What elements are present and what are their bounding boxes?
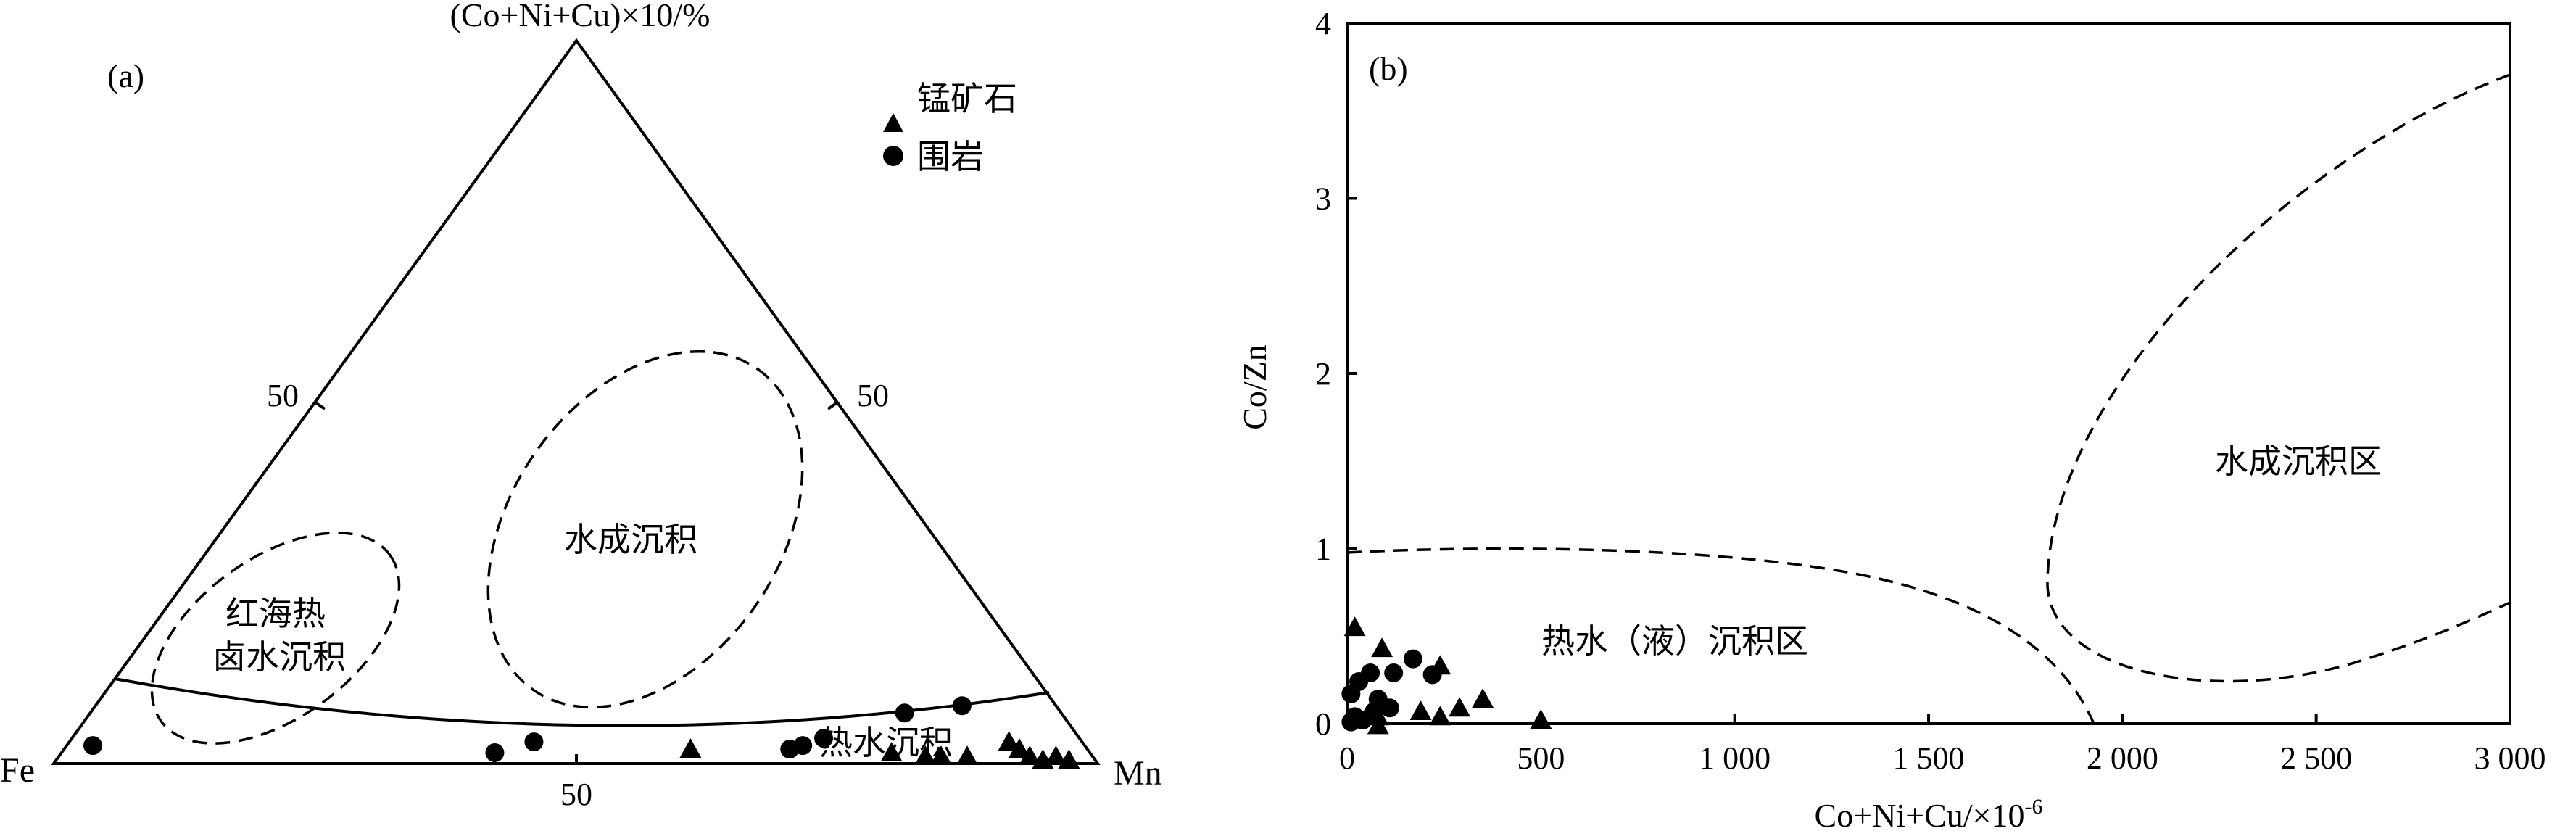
wall-rock-point: [1403, 649, 1422, 669]
legend-label-mn-ore: 锰矿石: [917, 80, 1017, 117]
mn-ore-point: [1367, 714, 1389, 735]
mn-ore-point: [1371, 637, 1393, 658]
legend-label-wall-rock: 围岩: [917, 138, 984, 175]
wall-rock-point: [895, 703, 914, 723]
wall-rock-point: [485, 743, 505, 763]
x-tick-label: 1 000: [1699, 740, 1771, 776]
x-tick-label: 3 000: [2474, 740, 2546, 776]
y-tick-label: 0: [1315, 706, 1331, 742]
binary-data-points: [1341, 616, 1552, 735]
wall-rock-point: [83, 736, 103, 756]
wall-rock-point: [1422, 665, 1442, 685]
field-label-red-sea-line2: 卤水沉积: [212, 639, 346, 676]
mn-ore-point: [880, 742, 903, 762]
right-edge-tick: [827, 401, 839, 410]
x-axis-label: Co+Ni+Cu/×10-6: [1815, 795, 2043, 831]
x-tick-label: 0: [1339, 740, 1355, 776]
mn-ore-point: [1530, 709, 1552, 729]
mn-ore-point: [1019, 745, 1041, 765]
x-axis-label-main: Co+Ni+Cu/×10: [1815, 797, 2025, 831]
mn-ore-point: [1045, 745, 1067, 765]
x-tick-label: 500: [1517, 740, 1565, 776]
wall-rock-point: [814, 729, 834, 748]
apex-top-label: (Co+Ni+Cu)×10/%: [450, 0, 711, 33]
corner-fe-label: Fe: [0, 751, 35, 790]
panel-b-label: (b): [1369, 50, 1408, 87]
legend-circle-marker: [883, 146, 903, 166]
axes: 0 500 1 000 1 500 2 000 2 500 3 000 0 1 2 3 4: [1315, 6, 2546, 776]
panel-a-label: (a): [107, 57, 144, 94]
legend: 锰矿石 围岩: [883, 80, 1017, 175]
mn-ore-point: [1343, 616, 1366, 637]
bottom-edge-tick-label: 50: [560, 777, 592, 812]
mn-ore-point: [998, 731, 1020, 751]
mn-ore-point: [1472, 688, 1494, 708]
x-tick-label: 2 500: [2280, 740, 2352, 776]
y-axis-label: Co/Zn: [1236, 344, 1273, 430]
left-edge-tick: [314, 401, 326, 410]
mn-ore-point: [1449, 697, 1471, 717]
hydrogenous-field-boundary: [486, 350, 804, 709]
mn-ore-point: [956, 745, 978, 765]
x-tick-label: 1 500: [1893, 740, 1965, 776]
wall-rock-point: [1380, 698, 1399, 718]
x-tick-label: 2 000: [2087, 740, 2158, 776]
mn-ore-point: [1058, 749, 1080, 769]
ternary-panel: (a) (Co+Ni+Cu)×10/% Fe Mn 50 50 50 红海热 卤…: [0, 0, 1162, 812]
field-label-red-sea-line1: 红海热: [225, 595, 326, 632]
red-sea-brine-field-boundary: [150, 532, 401, 745]
y-tick-label: 1: [1315, 532, 1331, 567]
y-tick-label: 3: [1315, 181, 1331, 217]
right-edge-tick-label: 50: [857, 378, 889, 413]
mn-ore-point: [679, 738, 702, 758]
y-tick-label: 4: [1315, 6, 1331, 41]
x-axis-label-exponent: -6: [2024, 795, 2042, 819]
binary-panel: (b) 0 500 1 000 1 500 2 000 2 500 3 000 0 1 2 3 4 C…: [1236, 6, 2546, 831]
plot-frame: [1346, 22, 2511, 725]
mn-ore-point: [930, 745, 952, 765]
wall-rock-point: [1384, 663, 1404, 682]
region-label-hydrothermal: 热水（液）沉积区: [1541, 623, 1808, 660]
mn-ore-point: [914, 745, 937, 765]
y-tick-label: 2: [1315, 356, 1331, 392]
wall-rock-point: [793, 736, 813, 756]
corner-mn-label: Mn: [1114, 754, 1162, 793]
mn-ore-point: [1009, 738, 1030, 758]
wall-rock-point: [1341, 712, 1361, 732]
hydrogenous-region-boundary: [2046, 73, 2511, 683]
legend-triangle-marker: [883, 113, 903, 132]
ternary-data-points: [83, 696, 1080, 769]
left-edge-tick-label: 50: [267, 378, 299, 413]
wall-rock-point: [524, 732, 544, 752]
field-label-hydrogenous: 水成沉积: [564, 521, 697, 558]
wall-rock-point: [1361, 663, 1380, 682]
region-label-hydrogenous: 水成沉积区: [2215, 443, 2382, 480]
mn-ore-point: [1429, 706, 1451, 726]
wall-rock-point: [952, 696, 972, 716]
hydrothermal-region-boundary: [1346, 547, 2095, 724]
mn-ore-point: [1409, 700, 1432, 721]
